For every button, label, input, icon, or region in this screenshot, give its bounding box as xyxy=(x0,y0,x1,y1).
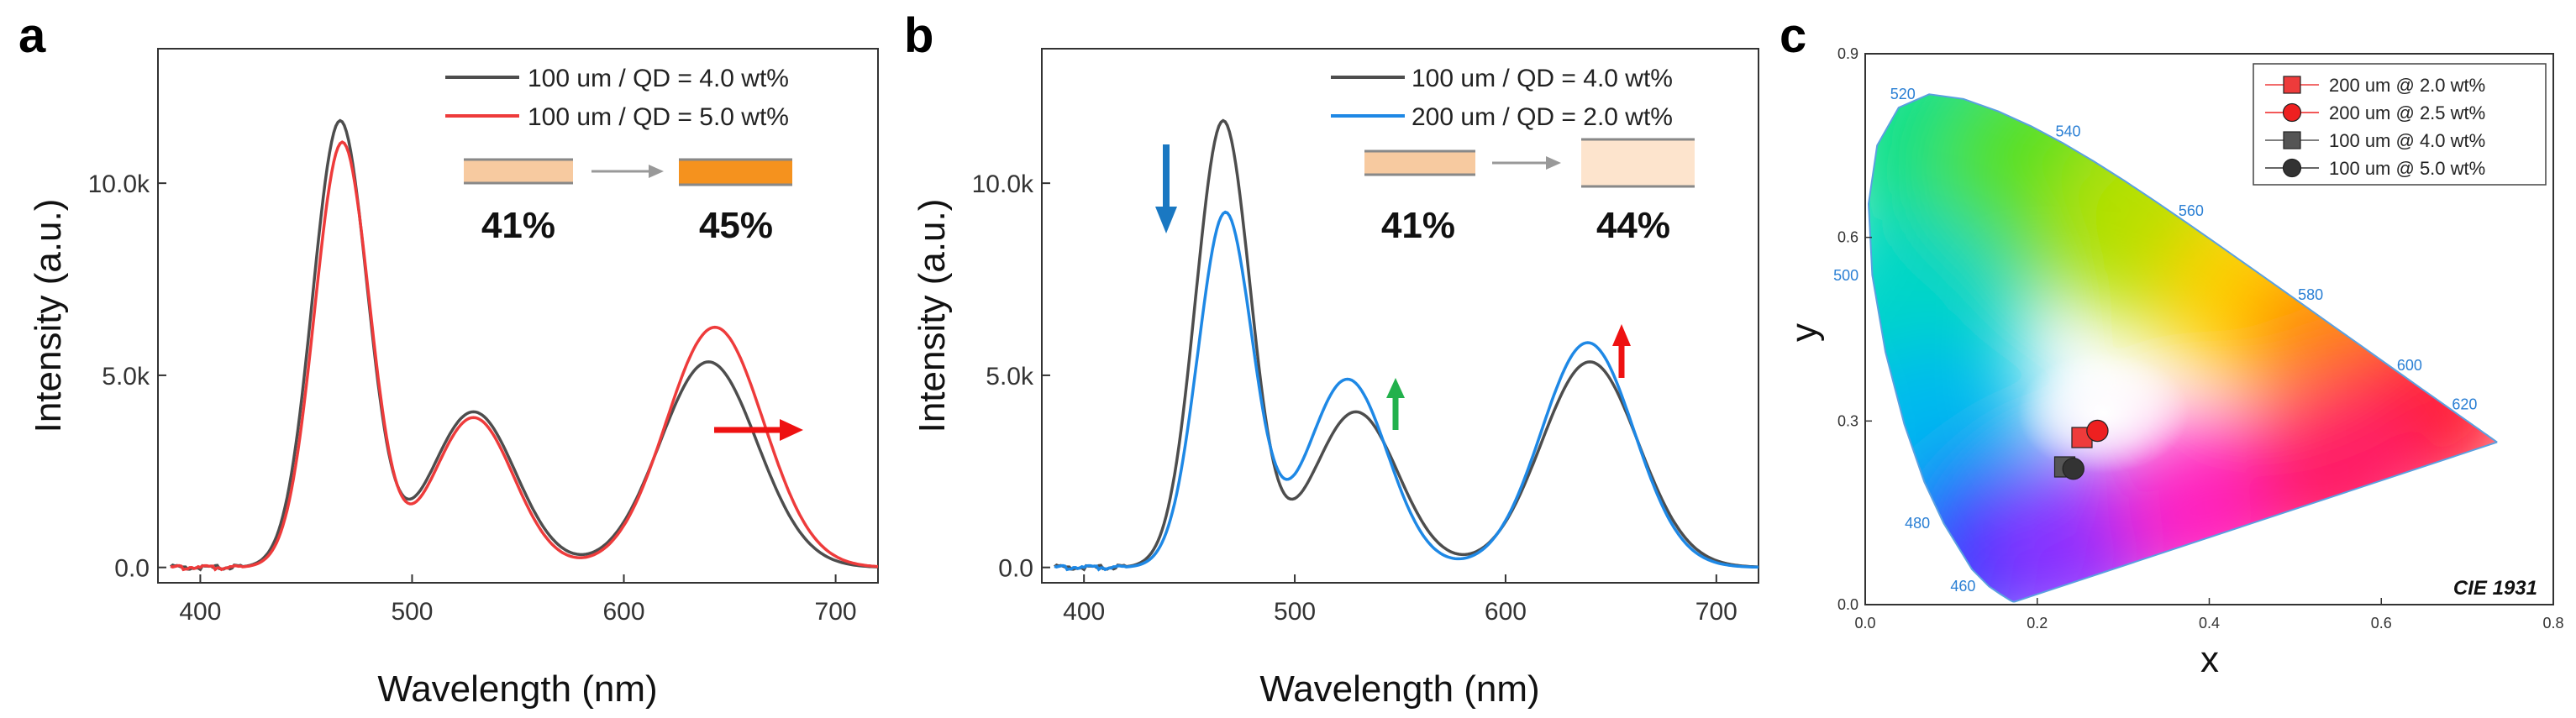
a-ytick-label: 5.0k xyxy=(102,363,150,390)
b-xtick-label: 400 xyxy=(1063,598,1105,626)
panel-a-badge-before: 41% xyxy=(481,205,555,246)
panel-c-legend-box xyxy=(2253,63,2547,186)
c-ytick-label: 0.3 xyxy=(1837,412,1858,429)
panel-b-y-axis-title: Intensity (a.u.) xyxy=(912,199,953,433)
panel-a-redshift-arrow xyxy=(714,419,803,441)
cie-wavelength-label-520: 520 xyxy=(1890,86,1916,102)
cie-wavelength-label-460: 460 xyxy=(1950,578,1975,595)
c-xtick-label: 0.4 xyxy=(2199,615,2220,632)
panel-a-y-axis-title: Intensity (a.u.) xyxy=(28,199,69,433)
cie-wavelength-labels: 460 480 500 520 540 560 580 600 620 xyxy=(1833,86,2477,595)
panel-b-x-axis-title: Wavelength (nm) xyxy=(1259,668,1539,710)
panel-a-badge-after: 45% xyxy=(699,205,773,246)
a-xtick-label: 400 xyxy=(179,598,221,626)
cie-data-points xyxy=(2053,419,2109,480)
panel-b-up-arrow-green xyxy=(1386,378,1405,430)
cie-point-1 xyxy=(2086,419,2109,443)
panel-a-legend-label-1: 100 um / QD = 5.0 wt% xyxy=(528,103,789,131)
panel-c-x-axis-title: x xyxy=(2200,639,2219,680)
panel-b-film-diagram: 41% 44% xyxy=(1364,138,1695,246)
b-xtick-label: 600 xyxy=(1485,598,1527,626)
c-ytick-label: 0.6 xyxy=(1837,229,1858,246)
b-xtick-label: 700 xyxy=(1695,598,1737,626)
panel-b-up-arrow-red xyxy=(1612,324,1631,378)
panel-a-film-before xyxy=(464,160,573,183)
b-ytick-label: 0.0 xyxy=(998,555,1033,583)
a-ytick-label: 10.0k xyxy=(88,170,150,198)
panel-a-plot-frame xyxy=(157,48,879,584)
panel-b-label: b xyxy=(904,8,933,63)
a-ytick-label: 0.0 xyxy=(114,555,150,583)
panel-a-ticks: 400 500 600 700 0.0 5.0k 10.0k xyxy=(88,170,857,626)
c-legend-marker-2 xyxy=(2283,131,2301,149)
a-xtick-label: 600 xyxy=(602,598,644,626)
cie-wavelength-label-580: 580 xyxy=(2298,286,2323,303)
a-xtick-label: 700 xyxy=(815,598,857,626)
c-legend-label-0: 200 um @ 2.0 wt% xyxy=(2329,75,2485,96)
c-xtick-label: 0.0 xyxy=(1854,615,1875,632)
panel-b: b 400 500 600 700 0.0 5.0k 10.0k Wavelength (n… xyxy=(904,8,1759,710)
panel-a-legend-label-0: 100 um / QD = 4.0 wt% xyxy=(528,65,789,92)
c-legend-marker-0 xyxy=(2283,76,2301,94)
panel-b-ticks: 400 500 600 700 0.0 5.0k 10.0k xyxy=(972,170,1737,626)
panel-a-series-gray-line xyxy=(170,118,878,572)
panel-b-legend-label-0: 100 um / QD = 4.0 wt% xyxy=(1412,65,1673,92)
panel-c-legend: 200 um @ 2.0 wt% 200 um @ 2.5 wt% 100 um @… xyxy=(2253,63,2547,186)
b-xtick-label: 500 xyxy=(1274,598,1316,626)
cie-wavelength-label-620: 620 xyxy=(2452,396,2477,413)
c-legend-label-3: 100 um @ 5.0 wt% xyxy=(2329,158,2485,179)
panel-b-badge-before: 41% xyxy=(1381,205,1455,246)
panel-b-film-before xyxy=(1364,151,1475,175)
panel-b-legend-label-1: 200 um / QD = 2.0 wt% xyxy=(1412,103,1673,131)
panel-a-series-red-line xyxy=(170,140,878,572)
panel-c-ticks: 0.0 0.2 0.4 0.6 0.8 0.0 0.3 0.6 0.9 xyxy=(1837,45,2564,632)
c-legend-marker-3 xyxy=(2282,158,2302,178)
panel-a-film-after xyxy=(679,160,792,185)
c-xtick-label: 0.6 xyxy=(2371,615,2392,632)
c-ytick-label: 0.0 xyxy=(1837,596,1858,613)
panel-c-y-axis-title: y xyxy=(1784,323,1825,342)
cie-wavelength-label-480: 480 xyxy=(1905,515,1930,532)
panel-a-legend: 100 um / QD = 4.0 wt% 100 um / QD = 5.0 … xyxy=(445,65,789,131)
panel-b-badge-after: 44% xyxy=(1596,205,1670,246)
cie-wavelength-label-500: 500 xyxy=(1833,267,1858,284)
c-ytick-label: 0.9 xyxy=(1837,45,1858,62)
c-xtick-label: 0.2 xyxy=(2027,615,2048,632)
panel-c: c 0.0 0.2 0.4 0.6 0.8 0.0 0.3 0.6 0.9 460 480 500 5… xyxy=(1780,8,2564,680)
a-xtick-label: 500 xyxy=(391,598,433,626)
c-legend-marker-1 xyxy=(2282,102,2302,123)
cie-spectral-locus xyxy=(1867,93,2498,603)
panel-b-plot-frame xyxy=(1041,48,1759,584)
c-legend-label-2: 100 um @ 4.0 wt% xyxy=(2329,130,2485,151)
panel-b-legend: 100 um / QD = 4.0 wt% 200 um / QD = 2.0 … xyxy=(1331,65,1673,131)
b-ytick-label: 5.0k xyxy=(986,363,1034,390)
panel-a-film-diagram: 41% 45% xyxy=(464,158,792,246)
panel-a-x-axis-title: Wavelength (nm) xyxy=(377,668,657,710)
c-legend-label-1: 200 um @ 2.5 wt% xyxy=(2329,102,2485,123)
panel-c-label: c xyxy=(1780,8,1806,63)
panel-b-down-arrow-blue xyxy=(1155,144,1177,233)
cie-wavelength-label-560: 560 xyxy=(2179,202,2204,219)
cie-wavelength-label-600: 600 xyxy=(2397,357,2422,374)
cie-wavelength-label-540: 540 xyxy=(2055,123,2080,139)
panel-c-footer: CIE 1931 xyxy=(2453,577,2537,600)
b-ytick-label: 10.0k xyxy=(972,170,1034,198)
panel-a-label: a xyxy=(18,8,46,63)
panel-a: a 400 500 600 700 0.0 5.0k 10.0k Wavelength (n… xyxy=(18,8,879,710)
panel-b-film-after xyxy=(1581,139,1695,186)
c-xtick-label: 0.8 xyxy=(2542,615,2563,632)
cie-point-3 xyxy=(2062,457,2084,480)
panel-b-series-blue-line xyxy=(1054,210,1759,572)
